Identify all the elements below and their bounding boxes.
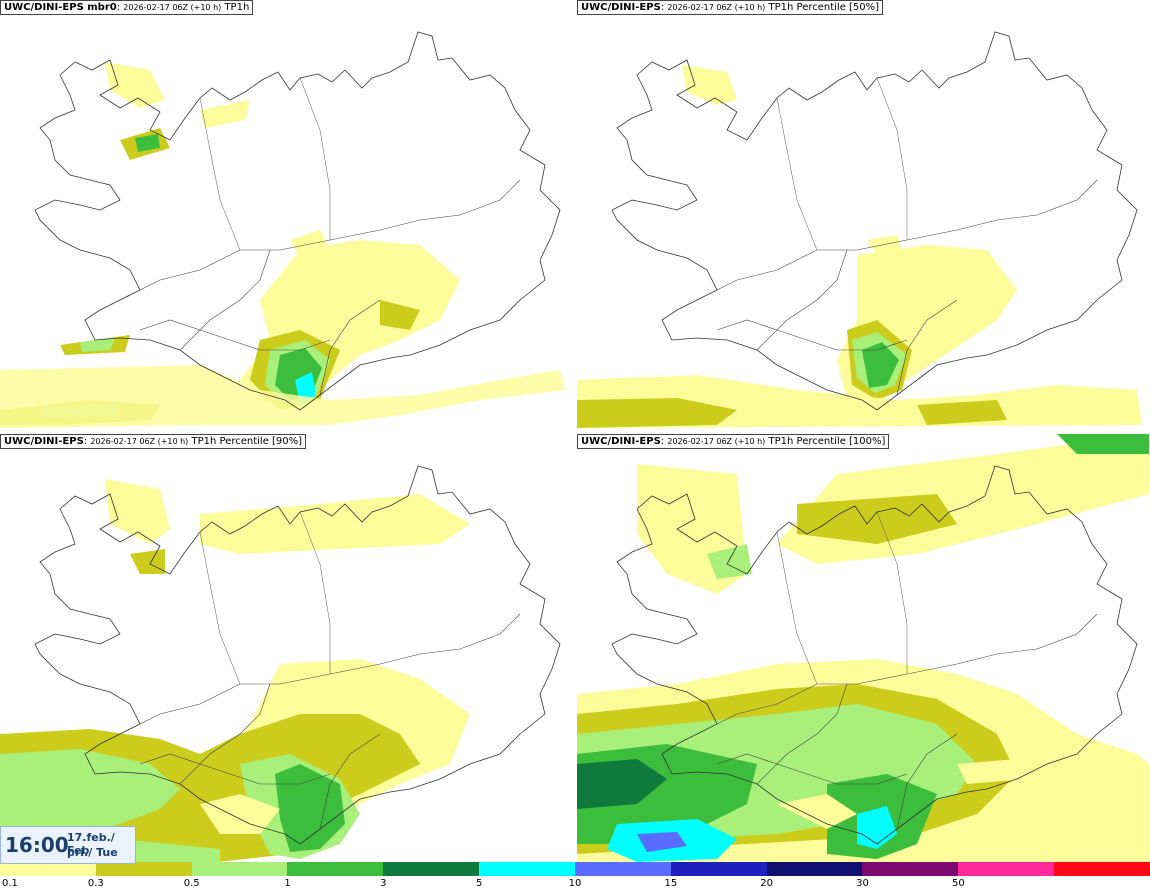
legend-tick-label: 0.3 — [87, 878, 104, 889]
legend-swatch — [1054, 862, 1150, 876]
field-name: TP1h Percentile [90%] — [191, 436, 303, 447]
run-info: 2026-02-17 06Z (+10 h) — [123, 3, 222, 12]
run-info: 2026-02-17 06Z (+10 h) — [667, 3, 766, 12]
legend-swatch — [766, 862, 863, 876]
valid-date: 17.feb./ Feb — [67, 831, 115, 857]
valid-time-box: 16:00 17.feb./ Feb þri./ Tue — [0, 826, 136, 864]
legend-color-bar — [0, 862, 1150, 876]
legend-swatch — [958, 862, 1055, 876]
legend-tick-label: 20 — [760, 878, 774, 889]
precip-map — [0, 465, 561, 864]
panel-title: UWC/DINI-EPS: 2026-02-17 06Z (+10 h) TP1… — [0, 434, 307, 449]
legend-tick-label: 15 — [664, 878, 678, 889]
map-panel-p100: UWC/DINI-EPS: 2026-02-17 06Z (+10 h) TP1… — [577, 434, 1149, 864]
legend-swatch — [574, 862, 671, 876]
map-panel-p90: UWC/DINI-EPS: 2026-02-17 06Z (+10 h) TP1… — [0, 434, 572, 864]
field-name: TP1h Percentile [50%] — [768, 2, 880, 13]
legend-swatch — [479, 862, 575, 876]
legend-tick-label: 10 — [568, 878, 582, 889]
map-panel-p50: UWC/DINI-EPS: 2026-02-17 06Z (+10 h) TP1… — [577, 0, 1149, 430]
legend-swatch — [670, 862, 767, 876]
run-info: 2026-02-17 06Z (+10 h) — [667, 437, 766, 446]
run-info: 2026-02-17 06Z (+10 h) — [90, 437, 189, 446]
valid-day: þri./ Tue — [67, 846, 118, 859]
panel-title: UWC/DINI-EPS: 2026-02-17 06Z (+10 h) TP1… — [577, 0, 884, 15]
legend-swatch — [862, 862, 959, 876]
legend-ticks: 0.1 0.3 0.5 1 3 5 10 15 20 30 50 — [0, 876, 1150, 891]
model-name: UWC/DINI-EPS — [581, 2, 661, 13]
color-legend: 0.1 0.3 0.5 1 3 5 10 15 20 30 50 — [0, 862, 1150, 891]
legend-tick-label: 0.1 — [2, 878, 18, 889]
valid-time: 16:00 — [5, 833, 69, 857]
model-name: UWC/DINI-EPS — [581, 436, 661, 447]
legend-tick-label: 5 — [475, 878, 483, 889]
field-name: TP1h Percentile [100%] — [768, 436, 886, 447]
legend-swatch — [287, 862, 384, 876]
map-panel-mbr0: UWC/DINI-EPS mbr0: 2026-02-17 06Z (+10 h… — [0, 0, 572, 430]
precip-map — [577, 434, 1149, 864]
panel-title: UWC/DINI-EPS: 2026-02-17 06Z (+10 h) TP1… — [577, 434, 890, 449]
legend-tick-label: 50 — [951, 878, 965, 889]
legend-swatch — [191, 862, 288, 876]
legend-swatch — [95, 862, 192, 876]
legend-tick-label: 3 — [380, 878, 387, 889]
legend-tick-label: 0.5 — [183, 878, 200, 889]
precip-map — [577, 31, 1142, 428]
legend-tick-label: 1 — [284, 878, 291, 889]
model-name: UWC/DINI-EPS mbr0 — [4, 2, 117, 13]
model-name: UWC/DINI-EPS — [4, 436, 84, 447]
legend-swatch — [383, 862, 480, 876]
legend-tick-label: 30 — [856, 878, 869, 889]
field-name: TP1h — [224, 2, 250, 13]
legend-swatch — [0, 862, 96, 876]
precip-map — [0, 31, 565, 428]
panel-title: UWC/DINI-EPS mbr0: 2026-02-17 06Z (+10 h… — [0, 0, 254, 15]
